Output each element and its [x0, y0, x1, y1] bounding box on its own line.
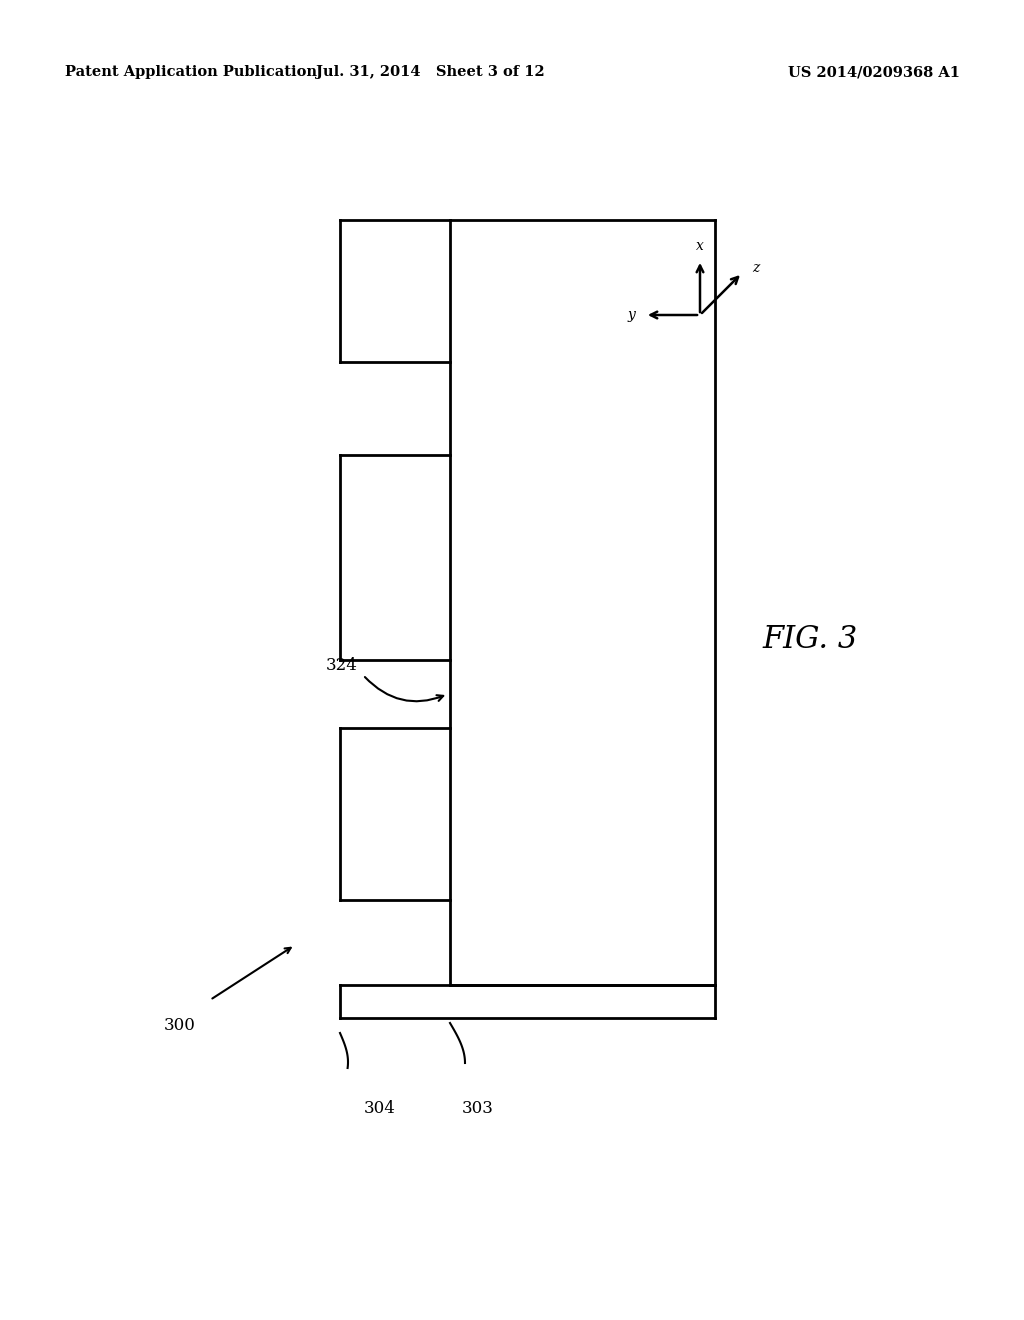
Text: FIG. 3: FIG. 3	[763, 624, 858, 656]
Text: US 2014/0209368 A1: US 2014/0209368 A1	[788, 65, 961, 79]
Text: Patent Application Publication: Patent Application Publication	[65, 65, 317, 79]
Text: 303: 303	[462, 1100, 494, 1117]
Text: 304: 304	[365, 1100, 396, 1117]
Text: 324: 324	[326, 656, 358, 673]
Text: 300: 300	[164, 1016, 196, 1034]
Text: z: z	[753, 261, 760, 275]
Text: y: y	[627, 308, 635, 322]
Text: x: x	[696, 239, 703, 253]
Text: Jul. 31, 2014   Sheet 3 of 12: Jul. 31, 2014 Sheet 3 of 12	[315, 65, 545, 79]
